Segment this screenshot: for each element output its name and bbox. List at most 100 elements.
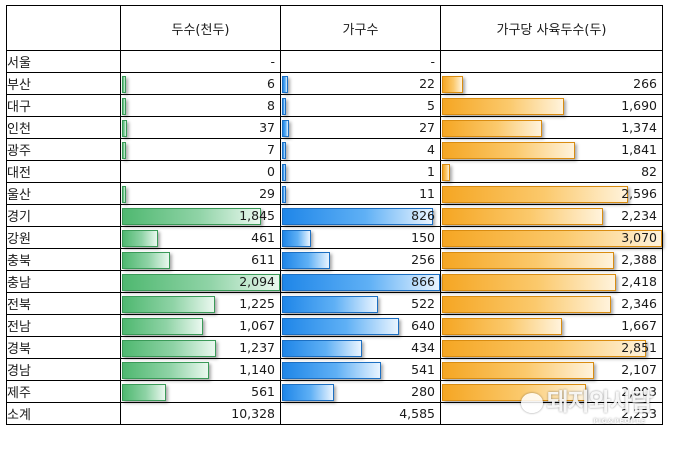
cell-value: 1,845 bbox=[239, 208, 275, 223]
cell-value: 11 bbox=[419, 186, 435, 201]
cell-per-household: 2,234 bbox=[440, 204, 663, 227]
data-bar-per-household bbox=[442, 164, 450, 181]
cell-heads: 7 bbox=[120, 138, 281, 161]
data-bar-households bbox=[282, 98, 286, 115]
cell-value: 2,388 bbox=[621, 252, 657, 267]
cell-households: - bbox=[280, 50, 441, 73]
cell-value: - bbox=[270, 54, 275, 69]
cell-households: 4,585 bbox=[280, 402, 441, 425]
cell-value: 2,003 bbox=[621, 384, 657, 399]
data-bar-households bbox=[282, 230, 311, 247]
row-region-label: 부산 bbox=[6, 72, 121, 95]
data-bar-per-household bbox=[442, 142, 575, 159]
cell-households: 1 bbox=[280, 160, 441, 183]
cell-per-household: 1,690 bbox=[440, 94, 663, 117]
cell-per-household: 3,070 bbox=[440, 226, 663, 249]
table-row: 경북 1,237 434 2,851 bbox=[6, 336, 663, 359]
row-region-label: 소계 bbox=[6, 402, 121, 425]
data-bar-households bbox=[282, 76, 288, 93]
table-row: 광주 7 4 1,841 bbox=[6, 138, 663, 161]
cell-value: 1,225 bbox=[239, 296, 275, 311]
data-bar-households bbox=[282, 340, 362, 357]
data-bar-per-household bbox=[442, 230, 662, 247]
data-bar-heads bbox=[122, 274, 280, 291]
data-bar-per-household bbox=[442, 98, 564, 115]
cell-value: 2,346 bbox=[621, 296, 657, 311]
cell-value: 5 bbox=[427, 98, 435, 113]
data-bar-households bbox=[282, 252, 330, 269]
row-region-label: 인천 bbox=[6, 116, 121, 139]
data-table-container: 두수(천두) 가구수 가구당 사육두수(두) 서울 - - 부산 6 22 266 대구 8 5 1… bbox=[6, 5, 663, 425]
table-row: 전북 1,225 522 2,346 bbox=[6, 292, 663, 315]
table-row: 강원 461 150 3,070 bbox=[6, 226, 663, 249]
data-bar-heads bbox=[122, 230, 158, 247]
data-bar-households bbox=[282, 142, 286, 159]
data-bar-households bbox=[282, 164, 286, 181]
table-body: 서울 - - 부산 6 22 266 대구 8 5 1,690 인천 37 27 1,374 광주 7 4 1,84… bbox=[6, 50, 663, 425]
data-bar-households bbox=[282, 384, 334, 401]
cell-value: 0 bbox=[267, 164, 275, 179]
row-region-label: 경북 bbox=[6, 336, 121, 359]
cell-value: 611 bbox=[251, 252, 275, 267]
data-bar-heads bbox=[122, 340, 216, 357]
data-bar-heads bbox=[122, 296, 215, 313]
cell-heads: - bbox=[120, 50, 281, 73]
cell-value: 6 bbox=[267, 76, 275, 91]
header-heads: 두수(천두) bbox=[120, 5, 281, 51]
cell-per-household: 2,346 bbox=[440, 292, 663, 315]
table-row: 대전 0 1 82 bbox=[6, 160, 663, 183]
cell-value: 29 bbox=[259, 186, 275, 201]
cell-value: 522 bbox=[411, 296, 435, 311]
cell-value: 280 bbox=[411, 384, 435, 399]
cell-value: 82 bbox=[641, 164, 657, 179]
cell-value: 2,253 bbox=[621, 406, 657, 421]
cell-value: 37 bbox=[259, 120, 275, 135]
data-bar-households bbox=[282, 186, 286, 203]
data-bar-per-household bbox=[442, 252, 614, 269]
cell-value: 1,140 bbox=[239, 362, 275, 377]
cell-heads: 1,140 bbox=[120, 358, 281, 381]
cell-households: 27 bbox=[280, 116, 441, 139]
cell-per-household: 2,107 bbox=[440, 358, 663, 381]
cell-households: 11 bbox=[280, 182, 441, 205]
data-bar-heads bbox=[122, 384, 166, 401]
cell-households: 256 bbox=[280, 248, 441, 271]
table-row: 울산 29 11 2,596 bbox=[6, 182, 663, 205]
cell-value: 640 bbox=[411, 318, 435, 333]
cell-value: 7 bbox=[267, 142, 275, 157]
table-row: 전남 1,067 640 1,667 bbox=[6, 314, 663, 337]
data-bar-per-household bbox=[442, 296, 611, 313]
row-region-label: 대전 bbox=[6, 160, 121, 183]
cell-households: 434 bbox=[280, 336, 441, 359]
cell-per-household: 82 bbox=[440, 160, 663, 183]
data-bar-heads bbox=[122, 142, 126, 159]
data-bar-per-household bbox=[442, 208, 603, 225]
cell-value: 2,418 bbox=[621, 274, 657, 289]
cell-heads: 1,237 bbox=[120, 336, 281, 359]
header-row: 두수(천두) 가구수 가구당 사육두수(두) bbox=[6, 5, 663, 51]
cell-value: 8 bbox=[267, 98, 275, 113]
cell-heads: 1,067 bbox=[120, 314, 281, 337]
cell-per-household: 2,388 bbox=[440, 248, 663, 271]
cell-heads: 561 bbox=[120, 380, 281, 403]
row-region-label: 경기 bbox=[6, 204, 121, 227]
cell-per-household: 2,253 bbox=[440, 402, 663, 425]
cell-households: 280 bbox=[280, 380, 441, 403]
cell-heads: 0 bbox=[120, 160, 281, 183]
cell-value: 826 bbox=[411, 208, 435, 223]
cell-value: 4,585 bbox=[399, 406, 435, 421]
cell-value: 256 bbox=[411, 252, 435, 267]
table-row: 경기 1,845 826 2,234 bbox=[6, 204, 663, 227]
pig-icon bbox=[520, 393, 543, 413]
data-bar-per-household bbox=[442, 186, 628, 203]
cell-heads: 8 bbox=[120, 94, 281, 117]
data-bar-households bbox=[282, 120, 289, 137]
cell-value: 1 bbox=[427, 164, 435, 179]
cell-heads: 10,328 bbox=[120, 402, 281, 425]
data-bar-households bbox=[282, 318, 399, 335]
cell-heads: 37 bbox=[120, 116, 281, 139]
cell-value: 1,374 bbox=[621, 120, 657, 135]
cell-value: 27 bbox=[419, 120, 435, 135]
data-bar-households bbox=[282, 274, 440, 291]
cell-per-household: 2,418 bbox=[440, 270, 663, 293]
